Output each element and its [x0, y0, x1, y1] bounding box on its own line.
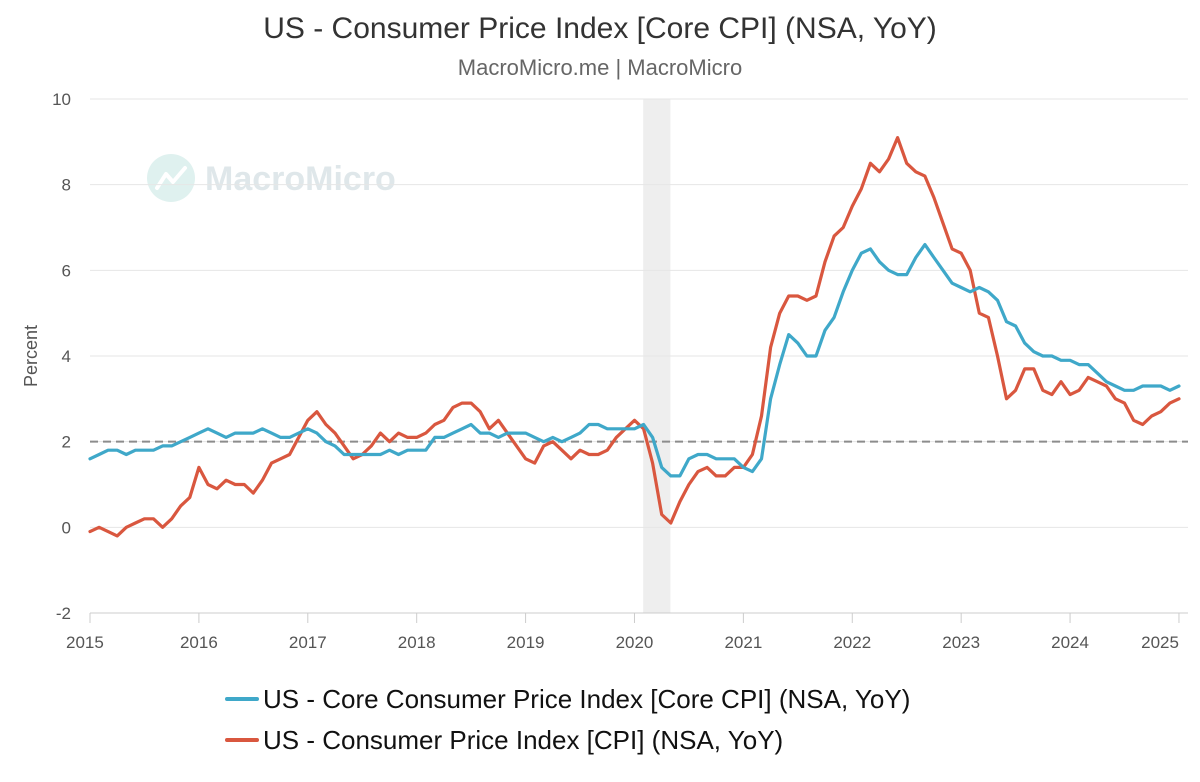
x-tick-label: 2018: [398, 633, 436, 652]
legend-label-core-cpi: US - Core Consumer Price Index [Core CPI…: [263, 684, 910, 714]
x-tick-label: 2021: [724, 633, 762, 652]
x-tick-label: 2017: [289, 633, 327, 652]
x-tick-label: 2023: [942, 633, 980, 652]
x-tick-label: 2022: [833, 633, 871, 652]
legend-label-cpi: US - Consumer Price Index [CPI] (NSA, Yo…: [263, 725, 783, 755]
legend: US - Core Consumer Price Index [Core CPI…: [225, 684, 910, 755]
y-tick-label: -2: [56, 604, 71, 623]
y-tick-label: 8: [62, 176, 71, 195]
y-axis-label: Percent: [21, 325, 41, 387]
y-tick-label: 2: [62, 433, 71, 452]
chart-title: US - Consumer Price Index [Core CPI] (NS…: [263, 12, 937, 45]
watermark-text: MacroMicro: [205, 160, 396, 198]
x-tick-label: 2024: [1051, 633, 1089, 652]
x-tick-label: 2019: [507, 633, 545, 652]
series-line-core-cpi: [88, 243, 1181, 478]
y-tick-label: 0: [62, 518, 71, 537]
series-line-cpi: [88, 136, 1181, 538]
y-tick-label: 6: [62, 261, 71, 280]
watermark: MacroMicro: [147, 154, 396, 202]
x-tick-label: 2015: [66, 633, 104, 652]
y-tick-label: 10: [52, 90, 71, 109]
x-tick-label: 2020: [616, 633, 654, 652]
watermark-logo-mark-icon: [155, 166, 187, 190]
x-tick-label: 2016: [180, 633, 218, 652]
y-tick-label: 4: [62, 347, 71, 366]
chart-subtitle: MacroMicro.me | MacroMicro: [458, 55, 742, 80]
x-tick-label: 2025: [1141, 633, 1179, 652]
